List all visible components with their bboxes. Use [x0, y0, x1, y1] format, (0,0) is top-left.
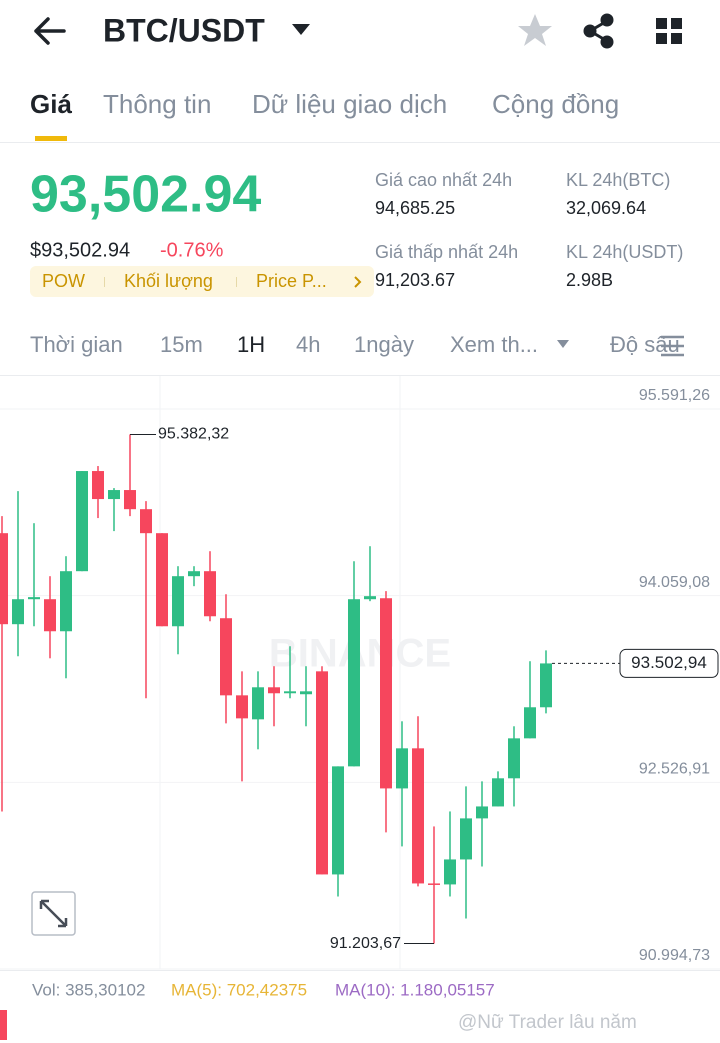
back-button[interactable]	[34, 17, 66, 45]
candle-body	[220, 618, 232, 696]
candle-body	[236, 695, 248, 719]
last-price-box	[619, 648, 719, 678]
timeframe[interactable]: Xem th...	[450, 332, 538, 357]
candle-body	[140, 509, 152, 534]
stat-label: Giá thấp nhất 24h	[375, 242, 518, 262]
timeframe[interactable]: 15m	[160, 332, 203, 357]
timeframe[interactable]: Độ sâu	[610, 332, 680, 357]
candle-body	[284, 691, 296, 694]
candle-body	[124, 490, 136, 510]
candle-body	[188, 571, 200, 577]
timeframe[interactable]: Thời gian	[30, 332, 123, 357]
candle-body	[380, 598, 392, 789]
candle-body	[332, 766, 344, 875]
stat-label: Giá cao nhất 24h	[375, 170, 512, 190]
high-label: 95.382,32	[158, 426, 229, 443]
tab[interactable]: Dữ liệu giao dịch	[252, 89, 447, 119]
indicator-bar: Vol: 385,30102 MA(5): 702,42375 MA(10): …	[0, 970, 720, 1040]
divider	[0, 970, 720, 971]
candle-body	[0, 533, 8, 625]
header-area: BTC/USDT Giá Thông tin Dữ liệu giao dịch…	[0, 12, 720, 376]
last-price: 93,502.94	[30, 166, 261, 224]
stat-label: KL 24h(USDT)	[566, 242, 683, 262]
y-tick-label: 90.994,73	[639, 947, 710, 964]
last-price-label: 93.502,94	[631, 653, 707, 672]
tag-bar[interactable]	[30, 266, 374, 297]
candle-body	[156, 533, 168, 627]
candle-body	[444, 859, 456, 885]
divider	[0, 375, 720, 376]
low-label: 91.203,67	[330, 935, 401, 952]
candle-body	[108, 490, 120, 500]
candle-body	[252, 687, 264, 720]
timeframe[interactable]: 1ngày	[354, 332, 414, 357]
candle-body	[476, 806, 488, 819]
tab[interactable]: Cộng đồng	[492, 89, 619, 119]
candle-body	[492, 778, 504, 807]
tag[interactable]: Khối lượng	[124, 271, 213, 291]
timeframe[interactable]: 1H	[237, 332, 265, 357]
candle-body	[60, 571, 72, 632]
candle-body	[348, 599, 360, 767]
usd-price: $93,502.94	[30, 239, 130, 261]
candle-body	[204, 571, 216, 617]
expand-button[interactable]	[31, 891, 76, 936]
candle-body	[76, 471, 88, 572]
vol-indicator: Vol: 385,30102	[32, 980, 145, 999]
favorite-star[interactable]	[518, 14, 552, 46]
stat-value: 32,069.64	[566, 198, 646, 218]
candle-body	[460, 818, 472, 860]
candle-body	[172, 576, 184, 627]
candle-body	[508, 738, 520, 779]
share-button[interactable]	[583, 13, 614, 49]
candle-body	[44, 599, 56, 632]
candle-body	[12, 599, 24, 625]
candle-body	[28, 597, 40, 600]
candle-body	[364, 596, 376, 600]
timeframe[interactable]: 4h	[296, 332, 320, 357]
tag[interactable]: POW	[42, 271, 85, 291]
stat-label: KL 24h(BTC)	[566, 170, 670, 190]
candle-body	[524, 707, 536, 739]
divider	[0, 142, 720, 143]
stat-value: 91,203.67	[375, 270, 455, 290]
tab[interactable]: Giá	[30, 89, 72, 119]
y-tick-label: 94.059,08	[639, 574, 710, 591]
tag-sep	[104, 277, 105, 287]
credit-watermark: @Nữ Trader lâu năm	[458, 1012, 637, 1033]
more-dropdown[interactable]	[557, 340, 569, 348]
tag-chevron[interactable]	[354, 276, 362, 288]
ma10-indicator: MA(10): 1.180,05157	[335, 980, 495, 999]
candle-body	[396, 748, 408, 789]
volume-bar	[0, 1010, 7, 1040]
candle-body	[412, 748, 424, 884]
tab[interactable]: Thông tin	[103, 89, 211, 119]
candle-body	[268, 687, 280, 694]
grid-menu[interactable]	[656, 18, 682, 44]
candle-body	[316, 671, 328, 875]
tab-indicator	[35, 136, 67, 141]
ma5-indicator: MA(5): 702,42375	[171, 980, 307, 999]
settings-icon[interactable]	[661, 335, 684, 357]
tag-sep	[236, 277, 237, 287]
candle-body	[428, 883, 440, 885]
pair-dropdown[interactable]	[292, 24, 310, 35]
candle-body	[92, 471, 104, 500]
tag[interactable]: Price P...	[256, 271, 327, 291]
y-tick-label: 92.526,91	[639, 761, 710, 778]
pair-title[interactable]: BTC/USDT	[103, 12, 265, 48]
candle-body	[540, 663, 552, 708]
candlestick-chart: BINANCE 95.591,2694.059,0892.526,9190.99…	[0, 376, 720, 970]
y-tick-label: 95.591,26	[639, 387, 710, 404]
stat-value: 94,685.25	[375, 198, 455, 218]
price-change: -0.76%	[160, 239, 224, 261]
stat-value: 2.98B	[566, 270, 613, 290]
candle-body	[300, 691, 312, 695]
